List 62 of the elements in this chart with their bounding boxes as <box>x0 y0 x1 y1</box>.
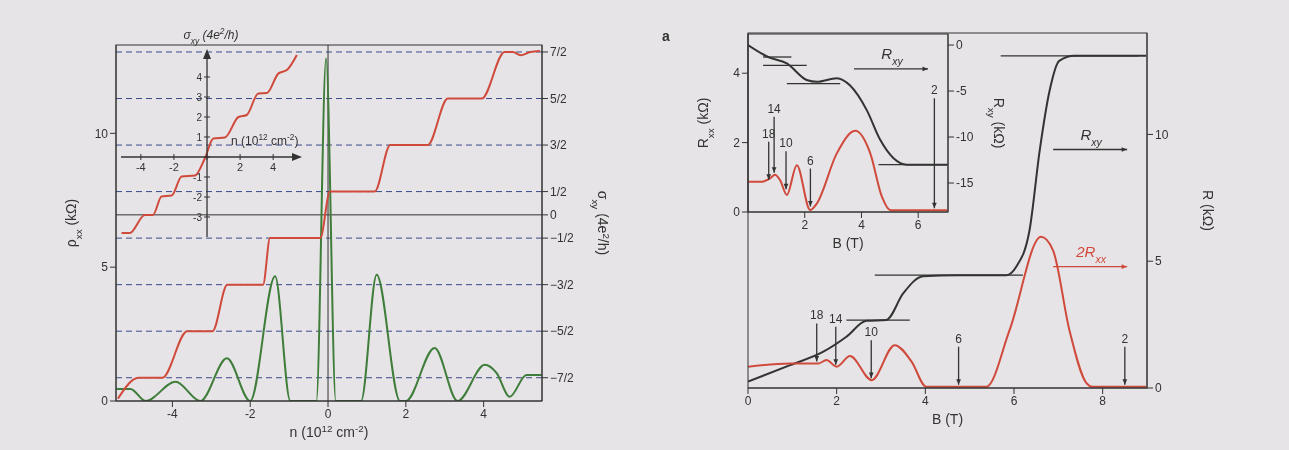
annotation: 2 <box>931 83 939 98</box>
y2-tick-label: -15 <box>956 176 974 191</box>
y2-tick-label: 3/2 <box>550 138 568 153</box>
y-tick-label: 5 <box>101 260 109 275</box>
x-tick-label: -4 <box>167 406 179 421</box>
x-tick-label: 6 <box>914 217 922 232</box>
x-tick-label: -2 <box>244 406 256 421</box>
y-tick-label: 2 <box>733 135 741 150</box>
y-tick-label: 4 <box>733 66 741 81</box>
y2-tick-label: −3/2 <box>550 277 575 292</box>
x-tick-label: 4 <box>858 217 866 232</box>
x-tick-label: 0 <box>744 393 752 408</box>
y-tick-label: 0 <box>733 205 741 220</box>
x-tick-label: 4 <box>921 393 929 408</box>
annotation: 14 <box>829 311 843 326</box>
x-tick-label: 4 <box>480 406 488 421</box>
x-tick-label: 8 <box>1099 393 1107 408</box>
x-tick-label: -4 <box>135 161 146 173</box>
y2-tick-label: −5/2 <box>550 324 575 339</box>
x-tick-label: 0 <box>324 406 332 421</box>
text: a <box>662 28 670 44</box>
x-axis-title: B (T) <box>832 235 864 251</box>
y2-tick-label: -10 <box>956 130 974 145</box>
text: R$_{xy}$ <box>1080 125 1103 148</box>
y-tick-label: -3 <box>193 212 203 223</box>
y-tick-label: 0 <box>1155 381 1162 396</box>
x-tick-label: 6 <box>1010 393 1018 408</box>
x-tick-label: 2 <box>801 217 809 232</box>
y-tick-label: 1 <box>196 132 203 143</box>
text: R$_{xy}$ <box>881 44 904 67</box>
x-tick-label: 2 <box>402 406 410 421</box>
x-axis-title: n (10$^{12}$ cm$^{-2}$) <box>289 422 369 440</box>
y2-tick-label: −1/2 <box>550 231 575 246</box>
y-tick-label: -2 <box>193 192 203 203</box>
y2-tick-label: 1/2 <box>550 184 568 199</box>
y-tick-label: 5 <box>1155 254 1162 269</box>
x-tick-label: 2 <box>833 393 841 408</box>
x-tick-label: -2 <box>169 161 179 173</box>
annotation: 6 <box>955 331 963 346</box>
annotation: 10 <box>864 325 879 340</box>
y2-tick-label: −7/2 <box>550 370 575 385</box>
y2-tick-label: 7/2 <box>550 45 568 60</box>
y-tick-label: 10 <box>1155 127 1169 142</box>
annotation: 18 <box>810 308 824 323</box>
y-tick-label: 2 <box>196 112 203 123</box>
y-tick-label: 4 <box>196 72 203 83</box>
x-tick-label: 2 <box>237 161 244 173</box>
series-label: 2R$_{xx}$ <box>1075 242 1107 265</box>
y-axis-title: σ$_{xy}$ (4e$^{2}$/h) <box>183 26 239 46</box>
y-tick-label: 3 <box>196 92 203 103</box>
y2-tick-label: 5/2 <box>550 91 568 106</box>
annotation: 2 <box>1121 331 1129 346</box>
y2-tick-label: -5 <box>956 84 967 99</box>
y-axis-title: R (kΩ) <box>1200 190 1216 231</box>
annotation: 10 <box>779 136 794 151</box>
x-axis-title: n (10$^{12}$ cm$^{-2}$) <box>231 132 299 148</box>
y-tick-label: -1 <box>193 172 203 183</box>
annotation: 14 <box>767 101 782 116</box>
x-tick-label: 4 <box>270 161 277 173</box>
x-axis-title: B (T) <box>931 411 964 427</box>
y2-tick-label: 0 <box>956 38 963 53</box>
y-tick-label: 10 <box>94 126 109 141</box>
